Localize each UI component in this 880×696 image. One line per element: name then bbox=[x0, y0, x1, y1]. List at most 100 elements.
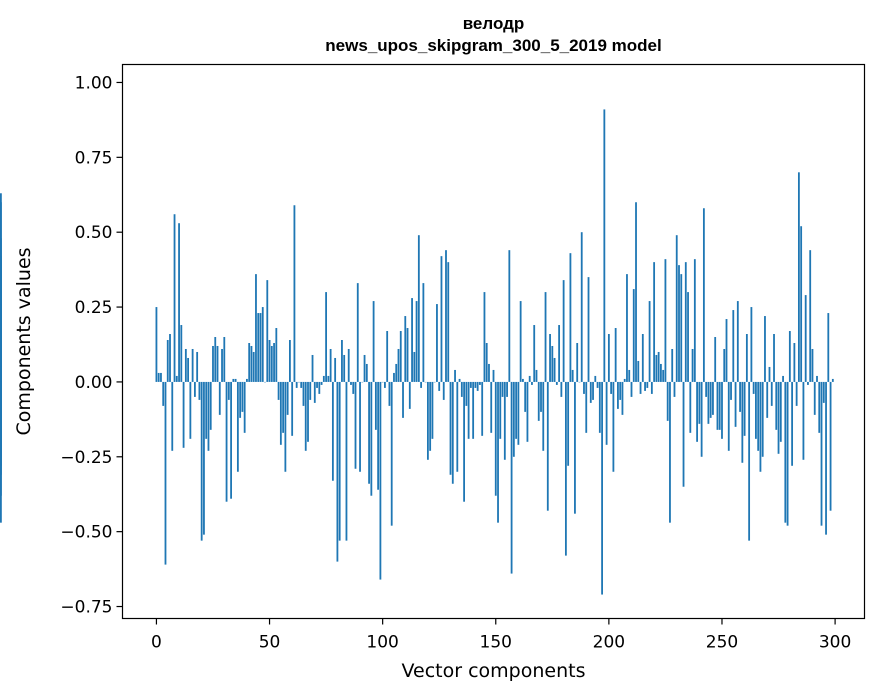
bar-173 bbox=[546, 381, 549, 511]
bar-167 bbox=[533, 325, 536, 382]
bar-75 bbox=[325, 292, 327, 382]
bar-208 bbox=[626, 274, 628, 382]
bar-244 bbox=[707, 381, 710, 424]
bar-undefined bbox=[0, 381, 2, 475]
bar-15 bbox=[189, 381, 192, 439]
bar-107 bbox=[397, 348, 400, 382]
bar-53 bbox=[275, 328, 278, 382]
bar-245 bbox=[709, 381, 712, 418]
bar-292 bbox=[816, 375, 818, 382]
bar-73 bbox=[320, 381, 323, 385]
bar-49 bbox=[266, 280, 269, 382]
y-tick-label: −0.25 bbox=[60, 448, 112, 468]
bar-172 bbox=[544, 292, 547, 382]
bar-251 bbox=[723, 348, 726, 382]
bar-236 bbox=[689, 381, 692, 433]
bar-10 bbox=[178, 223, 180, 382]
bar-36 bbox=[236, 381, 239, 472]
bar-199 bbox=[605, 381, 608, 445]
bar-92 bbox=[363, 354, 366, 382]
bar-41 bbox=[248, 343, 251, 382]
bar-96 bbox=[372, 301, 375, 382]
bar-175 bbox=[551, 345, 554, 382]
bar-258 bbox=[739, 381, 741, 412]
bar-105 bbox=[393, 372, 395, 382]
bar-230 bbox=[675, 235, 678, 382]
bar-11 bbox=[180, 325, 183, 382]
bar-227 bbox=[669, 381, 671, 523]
bar-212 bbox=[635, 202, 637, 382]
bar-104 bbox=[390, 381, 393, 526]
bar-164 bbox=[526, 381, 529, 442]
bar-18 bbox=[196, 351, 199, 382]
bar-180 bbox=[562, 280, 565, 382]
bar-148 bbox=[490, 381, 493, 433]
bar-270 bbox=[766, 381, 769, 418]
bar-43 bbox=[252, 351, 255, 382]
bar-207 bbox=[623, 378, 626, 382]
bar-87 bbox=[352, 381, 355, 394]
bar-83 bbox=[343, 354, 346, 382]
bar-224 bbox=[662, 369, 665, 382]
bar-215 bbox=[641, 334, 644, 382]
bar-56 bbox=[282, 381, 285, 433]
bar-120 bbox=[426, 381, 429, 460]
bar-239 bbox=[696, 381, 698, 442]
bar-113 bbox=[411, 298, 413, 382]
bar-106 bbox=[395, 363, 398, 382]
bar-240 bbox=[698, 381, 701, 424]
bar-266 bbox=[757, 381, 760, 451]
bar-204 bbox=[617, 381, 619, 409]
bar-177 bbox=[555, 381, 558, 385]
bar-170 bbox=[540, 381, 542, 412]
bar-161 bbox=[519, 301, 522, 382]
bar-275 bbox=[777, 381, 780, 454]
y-tick-label: 1.00 bbox=[75, 73, 113, 93]
bar-184 bbox=[571, 369, 574, 382]
bar-138 bbox=[467, 381, 470, 439]
bar-196 bbox=[598, 381, 601, 433]
bar-16 bbox=[191, 348, 194, 382]
bar-198 bbox=[603, 109, 606, 382]
bar-114 bbox=[413, 351, 416, 382]
bar-209 bbox=[628, 369, 631, 382]
bar-45 bbox=[257, 313, 260, 382]
bar-68 bbox=[309, 381, 312, 400]
bar-4 bbox=[164, 381, 167, 565]
bar-284 bbox=[797, 172, 800, 382]
bar-228 bbox=[671, 348, 674, 382]
bar-19 bbox=[198, 381, 201, 400]
bar-271 bbox=[768, 366, 771, 382]
bar-152 bbox=[499, 381, 502, 439]
bar-90 bbox=[359, 381, 361, 472]
bar-26 bbox=[214, 337, 217, 382]
bar-231 bbox=[678, 265, 680, 382]
bar-156 bbox=[508, 250, 511, 382]
bar-116 bbox=[417, 235, 420, 382]
bar-297 bbox=[827, 313, 830, 382]
bar-213 bbox=[637, 360, 640, 382]
bar-9 bbox=[175, 375, 178, 382]
bars-group bbox=[0, 109, 834, 595]
bar-111 bbox=[406, 328, 409, 382]
bar-176 bbox=[553, 357, 556, 382]
bar-181 bbox=[564, 381, 567, 556]
bar-79 bbox=[334, 357, 337, 382]
bar-150 bbox=[494, 381, 497, 496]
bar-95 bbox=[370, 381, 373, 496]
bar-61 bbox=[293, 205, 296, 382]
bar-12 bbox=[182, 381, 185, 448]
bar-201 bbox=[610, 381, 613, 394]
y-tick-label: −0.50 bbox=[60, 523, 112, 543]
bar-259 bbox=[741, 381, 744, 463]
bar-237 bbox=[691, 348, 694, 382]
bar-272 bbox=[770, 381, 773, 406]
bar-34 bbox=[232, 378, 235, 382]
x-tick-label: 300 bbox=[819, 633, 851, 653]
bar-149 bbox=[492, 369, 495, 382]
y-tick-label: 0.00 bbox=[75, 373, 113, 393]
bar-157 bbox=[510, 381, 513, 574]
bar-136 bbox=[463, 381, 465, 502]
bar-257 bbox=[736, 301, 739, 382]
x-axis-label: Vector components bbox=[402, 660, 586, 682]
